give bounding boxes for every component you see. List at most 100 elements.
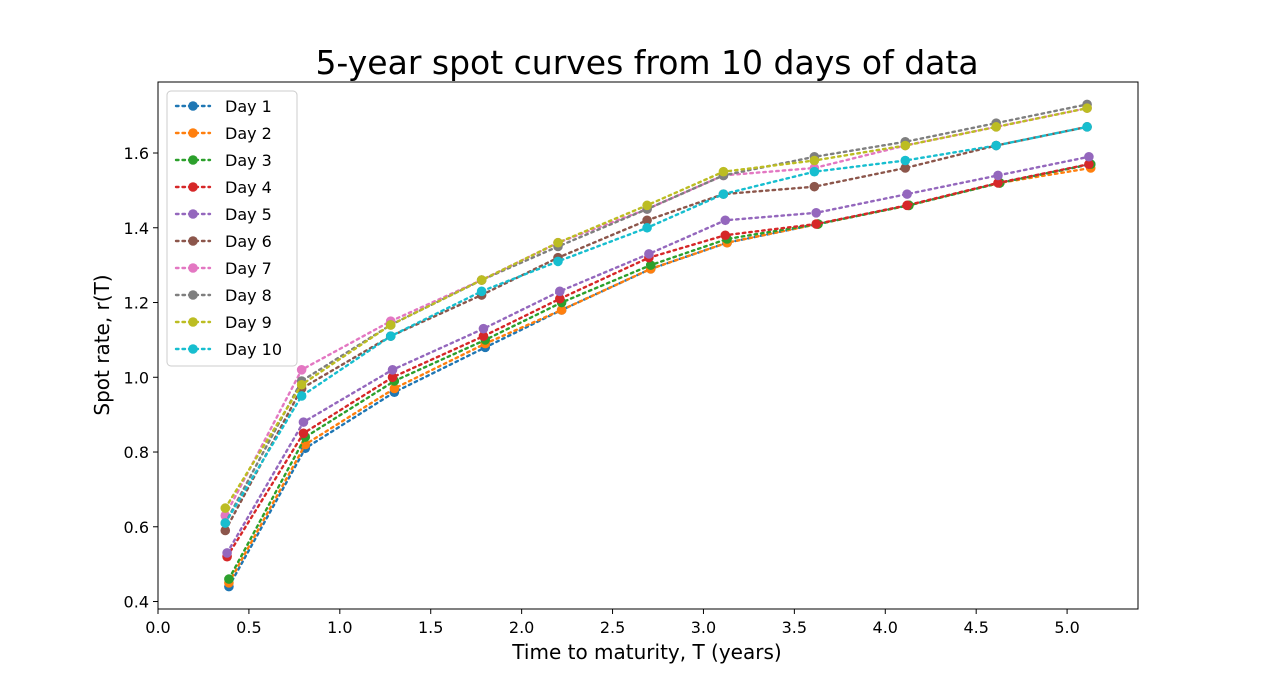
legend-marker: [188, 263, 198, 273]
data-point: [556, 305, 567, 315]
data-point: [811, 208, 821, 218]
series-2: [224, 163, 1096, 588]
data-point: [387, 364, 398, 375]
data-point: [902, 200, 912, 211]
series-8: [220, 99, 1092, 528]
legend-label: Day 1: [225, 97, 272, 116]
data-point: [220, 503, 231, 513]
legend-marker: [188, 128, 198, 138]
data-point: [809, 181, 820, 192]
data-point: [1084, 159, 1094, 170]
legend-marker: [188, 155, 198, 165]
data-point: [224, 574, 234, 584]
data-point: [642, 200, 652, 211]
legend-label: Day 6: [225, 232, 272, 251]
data-point: [555, 293, 565, 304]
data-point: [555, 286, 565, 297]
data-point: [645, 260, 656, 270]
legend-item: Day 4: [174, 178, 272, 197]
x-tick-label: 2.0: [509, 618, 534, 637]
x-tick-label: 4.0: [873, 618, 898, 637]
data-point: [991, 140, 1001, 151]
x-tick-label: 1.0: [327, 618, 352, 637]
x-tick-label: 2.5: [600, 618, 625, 637]
legend-item: Day 10: [174, 340, 282, 359]
data-point: [553, 237, 563, 248]
y-tick-label: 0.6: [124, 518, 149, 537]
data-point: [1082, 103, 1092, 113]
series-10: [220, 122, 1092, 528]
legend-marker: [188, 236, 198, 246]
data-point: [389, 383, 400, 394]
series-line: [224, 103, 1089, 525]
data-point: [296, 364, 307, 375]
plot-frame: [157, 81, 1139, 610]
data-point: [296, 391, 307, 401]
data-point: [385, 320, 396, 330]
data-point: [476, 286, 487, 297]
data-point: [296, 379, 307, 390]
data-point: [387, 372, 398, 383]
data-point: [720, 215, 731, 226]
data-point: [298, 428, 309, 439]
legend-marker: [188, 209, 198, 219]
data-point: [993, 178, 1003, 188]
data-point: [478, 331, 489, 341]
series-1: [224, 159, 1096, 592]
data-point: [220, 518, 231, 528]
legend-label: Day 2: [225, 124, 272, 143]
data-point: [900, 140, 911, 151]
data-point: [642, 215, 652, 226]
plot-area: 0.0 0.5 1.0 1.5 2.0 2.5 3.0 3.5 4.0 4.5 5.0 0.4 0.6 0…: [124, 81, 1139, 637]
data-point: [718, 189, 729, 199]
legend-label: Day 8: [225, 286, 272, 305]
legend-marker: [188, 344, 198, 354]
data-point: [298, 417, 309, 427]
series-9: [220, 103, 1092, 513]
x-tick-label: 0.0: [145, 618, 170, 637]
data-point: [644, 249, 654, 259]
legend-item: Day 2: [174, 124, 272, 143]
x-tick-label: 0.5: [236, 618, 261, 637]
y-tick-label: 0.8: [124, 443, 149, 462]
data-point: [1082, 122, 1092, 132]
legend-label: Day 10: [225, 340, 282, 359]
legend-item: Day 7: [174, 259, 272, 278]
series-line: [227, 166, 1092, 584]
data-point: [902, 189, 912, 199]
legend-label: Day 9: [225, 313, 272, 332]
series-line: [224, 125, 1089, 532]
data-point: [809, 166, 820, 177]
data-point: [220, 525, 231, 536]
legend-item: Day 5: [174, 205, 272, 224]
data-point: [478, 323, 489, 334]
data-point: [222, 548, 232, 558]
series-line: [224, 106, 1089, 517]
series-line: [227, 162, 1092, 588]
data-point: [718, 166, 729, 177]
x-tick-label: 3.0: [691, 618, 716, 637]
x-tick-label: 4.5: [963, 618, 988, 637]
legend-box: [166, 90, 298, 367]
legend-label: Day 3: [225, 151, 272, 170]
series-line: [224, 106, 1089, 510]
data-point: [809, 155, 820, 166]
x-tick-label: 3.5: [782, 618, 807, 637]
x-tick-label: 1.5: [418, 618, 443, 637]
legend-label: Day 5: [225, 205, 272, 224]
series-7: [220, 103, 1092, 521]
series-line: [227, 162, 1092, 581]
series-line: [225, 155, 1091, 555]
legend-marker: [188, 317, 198, 327]
legend-label: Day 7: [225, 259, 272, 278]
data-point: [553, 256, 563, 267]
data-point: [993, 170, 1003, 181]
x-axis-label: Time to maturity, T (years): [511, 640, 781, 664]
series-5: [222, 151, 1094, 558]
y-tick-label: 1.6: [124, 144, 149, 163]
data-point: [991, 122, 1001, 132]
legend: Day 1 Day 2 Day 3 Day 4 Day 5 Day 6 Day 7 Day 8…: [166, 90, 298, 367]
data-point: [476, 275, 487, 285]
y-tick-label: 0.4: [124, 593, 149, 612]
